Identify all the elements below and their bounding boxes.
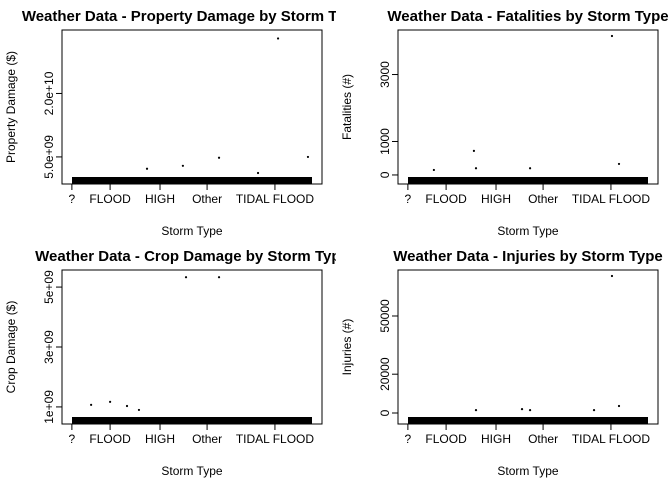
x-tick-label: FLOOD	[89, 432, 131, 446]
dense-ticks	[408, 417, 648, 424]
x-axis-label: Storm Type	[161, 464, 222, 478]
x-tick-label: HIGH	[481, 432, 511, 446]
y-tick-label: 1000	[378, 128, 392, 155]
x-tick-label: Other	[192, 192, 222, 206]
panel: Weather Data - Fatalities by Storm Type 0…	[340, 8, 668, 238]
x-tick-label: TIDAL FLOOD	[572, 192, 651, 206]
x-tick-label: FLOOD	[89, 192, 131, 206]
dense-ticks	[72, 417, 312, 424]
point	[276, 37, 280, 40]
point	[528, 167, 532, 170]
point	[125, 404, 129, 408]
point	[520, 408, 524, 411]
point	[592, 408, 596, 412]
dense-ticks	[408, 177, 648, 184]
x-tick-label: ?	[69, 192, 76, 206]
x-tick-label: ?	[405, 192, 412, 206]
point	[474, 167, 478, 170]
plot-box	[61, 269, 323, 425]
x-tick-label: FLOOD	[425, 192, 467, 206]
x-tick-label: Other	[528, 432, 558, 446]
y-tick-label: 1e+09	[42, 390, 56, 424]
plot-box	[397, 29, 659, 185]
x-tick-label: ?	[405, 432, 412, 446]
point	[217, 156, 221, 159]
point	[137, 408, 141, 412]
point	[610, 34, 614, 38]
y-tick-label: 20000	[378, 357, 392, 391]
panel-title: Weather Data - Injuries by Storm Type	[393, 248, 663, 265]
x-tick-label: TIDAL FLOOD	[236, 192, 315, 206]
x-tick-label: TIDAL FLOOD	[236, 432, 315, 446]
point	[617, 162, 621, 166]
y-tick-label: 5.0e+09	[42, 135, 56, 179]
y-tick-label: 2.0e+10	[42, 71, 56, 115]
panel-title: Weather Data - Fatalities by Storm Type	[387, 8, 668, 25]
panel-title: Weather Data - Crop Damage by Storm Type	[35, 248, 349, 265]
x-tick-label: TIDAL FLOOD	[572, 432, 651, 446]
y-axis-label: Fatalities (#)	[340, 74, 354, 140]
point	[472, 149, 476, 152]
x-tick-label: Other	[192, 432, 222, 446]
y-tick-label: 0	[378, 409, 392, 416]
point	[610, 274, 614, 278]
point	[181, 164, 184, 167]
panel: Weather Data - Crop Damage by Storm Type…	[4, 248, 349, 478]
x-tick-label: HIGH	[145, 192, 175, 206]
point	[217, 276, 221, 279]
x-tick-label: FLOOD	[425, 432, 467, 446]
x-tick-label: Other	[528, 192, 558, 206]
point	[474, 408, 478, 412]
x-axis-label: Storm Type	[497, 464, 558, 478]
point	[145, 167, 149, 170]
point	[184, 276, 188, 279]
x-axis-label: Storm Type	[497, 224, 558, 238]
point	[256, 171, 260, 175]
plot-box	[397, 269, 659, 425]
y-axis-label: Crop Damage ($)	[4, 301, 18, 394]
y-tick-label: 3000	[378, 61, 392, 88]
point	[528, 408, 532, 412]
y-axis-label: Injuries (#)	[340, 319, 354, 376]
panel-title: Weather Data - Property Damage by Storm …	[22, 8, 362, 25]
y-tick-label: 5e+09	[42, 270, 56, 304]
y-tick-label: 50000	[378, 299, 392, 333]
point	[109, 400, 112, 403]
y-tick-label: 0	[378, 171, 392, 178]
x-axis-label: Storm Type	[161, 224, 222, 238]
y-tick-label: 3e+09	[42, 330, 56, 364]
point	[306, 155, 310, 159]
x-tick-label: ?	[69, 432, 76, 446]
y-axis-label: Property Damage ($)	[4, 51, 18, 163]
panel: Weather Data - Injuries by Storm Type 0 20…	[340, 248, 663, 478]
point	[90, 403, 93, 406]
panel: Weather Data - Property Damage by Storm …	[4, 8, 362, 238]
dense-ticks	[72, 177, 312, 184]
plot-box	[61, 29, 323, 185]
point	[617, 404, 621, 408]
x-tick-label: HIGH	[145, 432, 175, 446]
point	[432, 168, 435, 172]
x-tick-label: HIGH	[481, 192, 511, 206]
